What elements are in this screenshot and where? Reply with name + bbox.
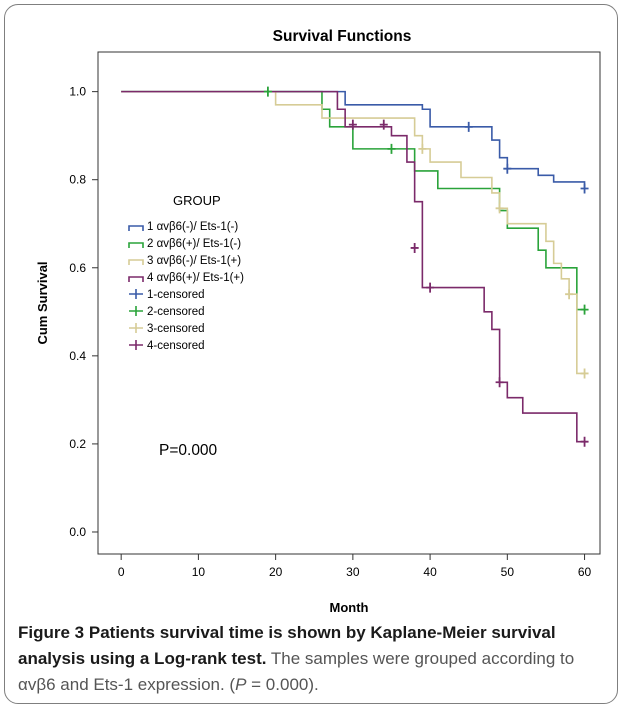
legend-step-swatch — [128, 259, 144, 265]
y-tick-label: 0.4 — [69, 349, 86, 363]
plot-area — [97, 51, 601, 555]
censor-mark-group-4 — [410, 242, 419, 253]
survival-curve-group-3 — [121, 90, 585, 375]
censor-mark-group-4 — [379, 119, 388, 130]
legend-entry-label: 1 αvβ6(-)/ Ets-1(-) — [147, 221, 238, 233]
survival-chart: Survival Functions 0.0 0.2 0.4 0.6 0.8 1.0 0 1… — [35, 28, 601, 615]
caption-title: Patients survival time is shown by Kapla… — [18, 623, 556, 668]
censor-mark-group-2 — [580, 304, 589, 315]
censor-marks — [263, 86, 589, 447]
legend-entry-label: 2 αvβ6(+)/ Ets-1(-) — [147, 238, 241, 250]
caption-p-italic: P — [235, 675, 247, 694]
legend-entry-label: 4 αvβ6(+)/ Ets-1(+) — [147, 272, 244, 284]
caption-text-before: The samples were grouped according to αv… — [18, 649, 575, 694]
chart-title: Survival Functions — [273, 28, 412, 45]
legend: GROUP 1 αvβ6(-)/ Ets-1(-) 2 αvβ6(+)/ Ets-… — [128, 193, 244, 352]
legend-entry-label: 1-censored — [147, 289, 205, 301]
y-tick-label: 0.8 — [69, 173, 86, 187]
x-tick-label: 40 — [423, 565, 437, 579]
caption-label: Figure 3 — [18, 623, 85, 642]
y-tick-label: 0.2 — [69, 437, 86, 451]
legend-entry-label: 4-censored — [147, 340, 205, 352]
legend-censor-swatch — [129, 340, 143, 350]
x-tick-label: 60 — [578, 565, 592, 579]
legend-censor-swatch — [129, 306, 143, 316]
x-axis-label: Month — [330, 600, 369, 615]
y-tick-label: 1.0 — [69, 85, 86, 99]
p-value-annotation: P=0.000 — [159, 442, 218, 459]
censor-mark-group-1 — [503, 163, 512, 174]
censor-mark-group-4 — [348, 119, 357, 130]
caption-text-after: = 0.000). — [246, 675, 319, 694]
x-tick-label: 50 — [501, 565, 515, 579]
survival-curve-group-1 — [121, 90, 586, 189]
censor-mark-group-3 — [418, 143, 427, 154]
censor-mark-group-2 — [263, 86, 272, 97]
x-tick-label: 10 — [192, 565, 206, 579]
x-axis: 0 10 20 30 40 50 60 — [118, 554, 592, 579]
y-axis-label: Cum Survival — [35, 261, 50, 344]
legend-step-swatch — [128, 276, 144, 282]
y-tick-label: 0.0 — [69, 525, 86, 539]
legend-step-swatch — [128, 225, 144, 231]
censor-mark-group-3 — [565, 289, 574, 300]
y-tick-label: 0.6 — [69, 261, 86, 275]
censor-mark-group-3 — [580, 368, 589, 379]
censor-mark-group-4 — [495, 377, 504, 388]
censor-mark-group-1 — [464, 121, 473, 132]
legend-censor-swatch — [129, 289, 143, 299]
x-tick-label: 30 — [346, 565, 360, 579]
legend-entry-label: 2-censored — [147, 306, 205, 318]
legend-title: GROUP — [173, 193, 221, 208]
figure-caption: Figure 3 Patients survival time is shown… — [18, 620, 608, 698]
censor-mark-group-2 — [387, 143, 396, 154]
legend-entry-label: 3 αvβ6(-)/ Ets-1(+) — [147, 255, 241, 267]
legend-entry-label: 3-censored — [147, 323, 205, 335]
censor-mark-group-4 — [426, 282, 435, 293]
censor-mark-group-3 — [495, 203, 504, 214]
x-tick-label: 0 — [118, 565, 125, 579]
x-tick-label: 20 — [269, 565, 283, 579]
censor-mark-group-4 — [580, 436, 589, 447]
legend-step-swatch — [128, 242, 144, 248]
legend-censor-swatch — [129, 323, 143, 333]
censor-mark-group-1 — [580, 183, 589, 194]
y-axis: 0.0 0.2 0.4 0.6 0.8 1.0 — [69, 85, 98, 539]
